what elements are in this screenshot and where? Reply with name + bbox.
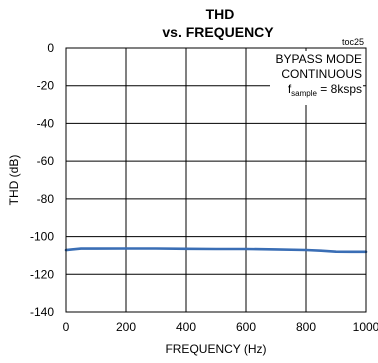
y-tick-label: -60	[37, 154, 55, 168]
x-tick-label: 0	[63, 320, 70, 334]
x-axis-label: FREQUENCY (Hz)	[165, 342, 266, 356]
fsample-symbol: f	[288, 82, 292, 96]
x-tick-label: 1000	[353, 320, 378, 334]
series-line	[64, 247, 368, 254]
annotation-line1: BYPASS MODE	[276, 52, 362, 66]
x-tick-label: 800	[296, 320, 316, 334]
x-tick-label: 600	[236, 320, 256, 334]
y-tick-labels: 0 -20 -40 -60 -80 -100 -120 -140	[30, 41, 54, 319]
annotation-background	[270, 51, 363, 105]
plot-frame	[65, 47, 367, 313]
y-tick-label: -80	[37, 192, 55, 206]
series-layer	[64, 247, 368, 254]
y-tick-label: -140	[30, 305, 54, 319]
x-tick-label: 200	[116, 320, 136, 334]
y-tick-label: -40	[37, 116, 55, 130]
y-tick-label: 0	[47, 41, 54, 55]
annotation-line3: fsample = 8ksps	[288, 82, 362, 98]
y-tick-label: -120	[30, 267, 54, 281]
y-tick-label: -100	[30, 230, 54, 244]
annotation-line2: CONTINUOUS	[281, 67, 362, 81]
y-tick-label: -20	[37, 79, 55, 93]
fsample-value: = 8ksps	[317, 82, 362, 96]
y-axis-label: THD (dB)	[7, 155, 21, 206]
x-tick-labels: 0 200 400 600 800 1000	[63, 320, 378, 334]
chart-title: THD	[206, 6, 235, 22]
figure-code: toc25	[342, 37, 364, 47]
x-tick-label: 400	[176, 320, 196, 334]
fsample-subscript: sample	[291, 89, 317, 98]
chart-subtitle: vs. FREQUENCY	[162, 24, 274, 40]
